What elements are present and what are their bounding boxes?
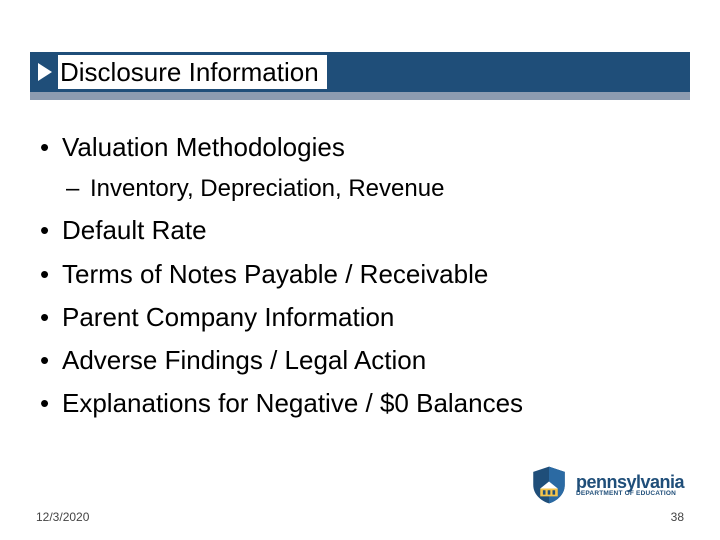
logo-subtitle: DEPARTMENT OF EDUCATION	[576, 491, 684, 498]
logo-word: pennsylvania	[576, 473, 684, 491]
footer-date: 12/3/2020	[36, 510, 89, 524]
title-arrow-icon	[38, 63, 52, 81]
list-item: Inventory, Depreciation, Revenue	[62, 173, 682, 205]
slide-title: Disclosure Information	[58, 55, 327, 90]
bullet-text: Adverse Findings / Legal Action	[62, 345, 426, 375]
logo: pennsylvania DEPARTMENT OF EDUCATION	[528, 464, 684, 506]
bullet-text: Terms of Notes Payable / Receivable	[62, 259, 488, 289]
list-item: Parent Company Information	[38, 300, 682, 335]
sub-bullet-list: Inventory, Depreciation, Revenue	[62, 173, 682, 205]
list-item: Valuation Methodologies Inventory, Depre…	[38, 130, 682, 205]
bullet-text: Parent Company Information	[62, 302, 394, 332]
footer: 12/3/2020 38	[36, 510, 684, 524]
content-area: Valuation Methodologies Inventory, Depre…	[38, 130, 682, 429]
slide: Disclosure Information Valuation Methodo…	[0, 0, 720, 540]
shield-icon	[528, 464, 570, 506]
bullet-text: Explanations for Negative / $0 Balances	[62, 388, 523, 418]
bullet-text: Default Rate	[62, 215, 207, 245]
list-item: Adverse Findings / Legal Action	[38, 343, 682, 378]
logo-text: pennsylvania DEPARTMENT OF EDUCATION	[576, 473, 684, 498]
bullet-list: Valuation Methodologies Inventory, Depre…	[38, 130, 682, 421]
footer-page-number: 38	[671, 510, 684, 524]
bullet-text: Valuation Methodologies	[62, 132, 345, 162]
list-item: Explanations for Negative / $0 Balances	[38, 386, 682, 421]
title-bar: Disclosure Information	[30, 52, 690, 92]
list-item: Terms of Notes Payable / Receivable	[38, 257, 682, 292]
list-item: Default Rate	[38, 213, 682, 248]
title-underline	[30, 92, 690, 100]
bullet-text: Inventory, Depreciation, Revenue	[90, 175, 444, 202]
